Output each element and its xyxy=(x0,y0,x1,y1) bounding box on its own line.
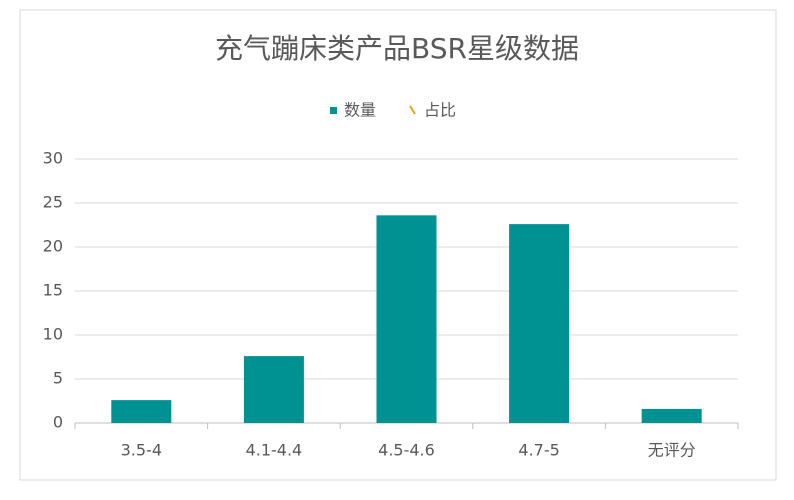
legend-label: 数量 xyxy=(344,101,376,120)
bar xyxy=(111,400,172,423)
bar xyxy=(243,356,304,423)
legend-swatch xyxy=(409,105,416,115)
bar xyxy=(509,224,570,423)
x-tick-label: 4.7-5 xyxy=(518,441,559,460)
y-tick-label: 10 xyxy=(43,325,63,344)
x-tick-label: 无评分 xyxy=(648,441,696,460)
y-tick-label: 30 xyxy=(43,149,63,168)
bar xyxy=(641,408,702,423)
y-tick-label: 20 xyxy=(43,237,63,256)
y-tick-label: 15 xyxy=(43,281,63,300)
legend-swatch xyxy=(330,107,337,114)
legend-label: 占比 xyxy=(424,101,456,120)
bar xyxy=(376,215,437,423)
y-tick-label: 0 xyxy=(53,413,63,432)
y-tick-label: 5 xyxy=(53,369,63,388)
x-tick-label: 4.1-4.4 xyxy=(246,441,303,460)
chart-title: 充气蹦床类产品BSR星级数据 xyxy=(215,32,579,65)
x-tick-label: 3.5-4 xyxy=(121,441,162,460)
x-tick-label: 4.5-4.6 xyxy=(378,441,435,460)
y-tick-label: 25 xyxy=(43,193,63,212)
